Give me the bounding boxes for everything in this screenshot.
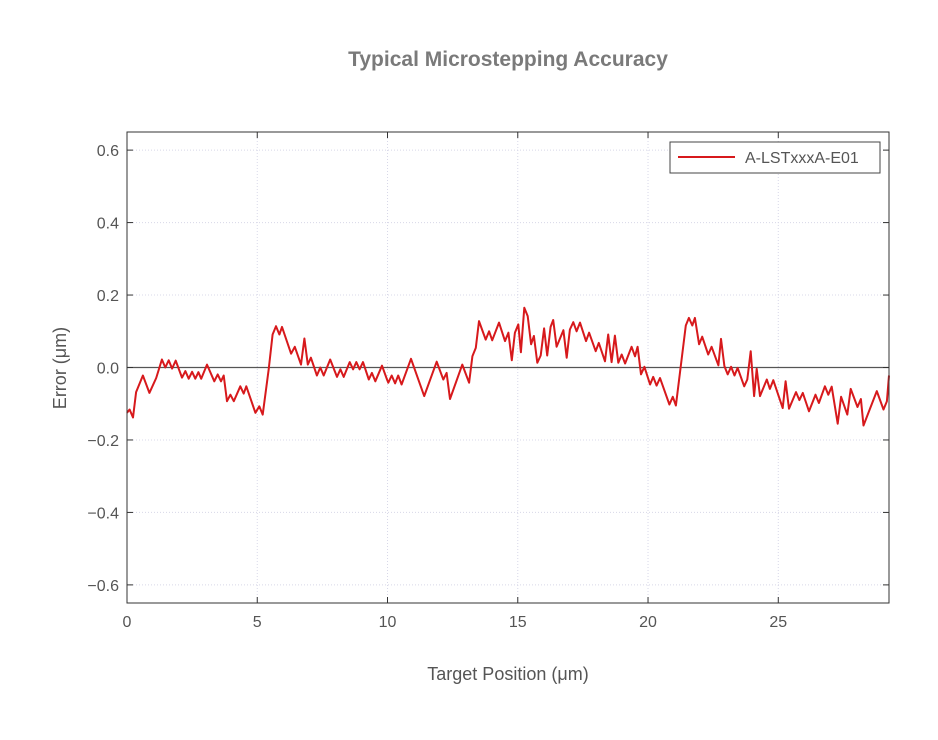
ticks: 0 5 10 15 20 25 −0.6 −0.4 −0.2 0.0 0.2 0.4 0.6 bbox=[87, 132, 889, 631]
x-tick-label: 10 bbox=[379, 614, 397, 631]
y-tick-label: −0.4 bbox=[87, 505, 119, 522]
chart-title: Typical Microstepping Accuracy bbox=[348, 48, 668, 71]
x-tick-label: 0 bbox=[123, 614, 132, 631]
x-tick-label: 5 bbox=[253, 614, 262, 631]
legend: A-LSTxxxA-E01 bbox=[669, 141, 881, 174]
series-lines bbox=[126, 306, 890, 427]
x-tick-label: 15 bbox=[509, 614, 527, 631]
y-tick-label: 0.0 bbox=[97, 361, 119, 378]
y-tick-label: −0.2 bbox=[87, 433, 119, 450]
x-tick-label: 20 bbox=[639, 614, 657, 631]
y-tick-label: 0.6 bbox=[97, 143, 119, 160]
y-axis-label: Error (μm) bbox=[50, 327, 70, 409]
y-tick-label: 0.2 bbox=[97, 288, 119, 305]
legend-label: A-LSTxxxA-E01 bbox=[745, 150, 859, 167]
y-tick-label: 0.4 bbox=[97, 216, 119, 233]
series-line bbox=[126, 306, 890, 427]
plot-frame bbox=[126, 131, 890, 604]
x-tick-label: 25 bbox=[769, 614, 787, 631]
grid bbox=[126, 132, 889, 603]
y-tick-label: −0.6 bbox=[87, 578, 119, 595]
x-axis-label: Target Position (μm) bbox=[427, 664, 588, 684]
